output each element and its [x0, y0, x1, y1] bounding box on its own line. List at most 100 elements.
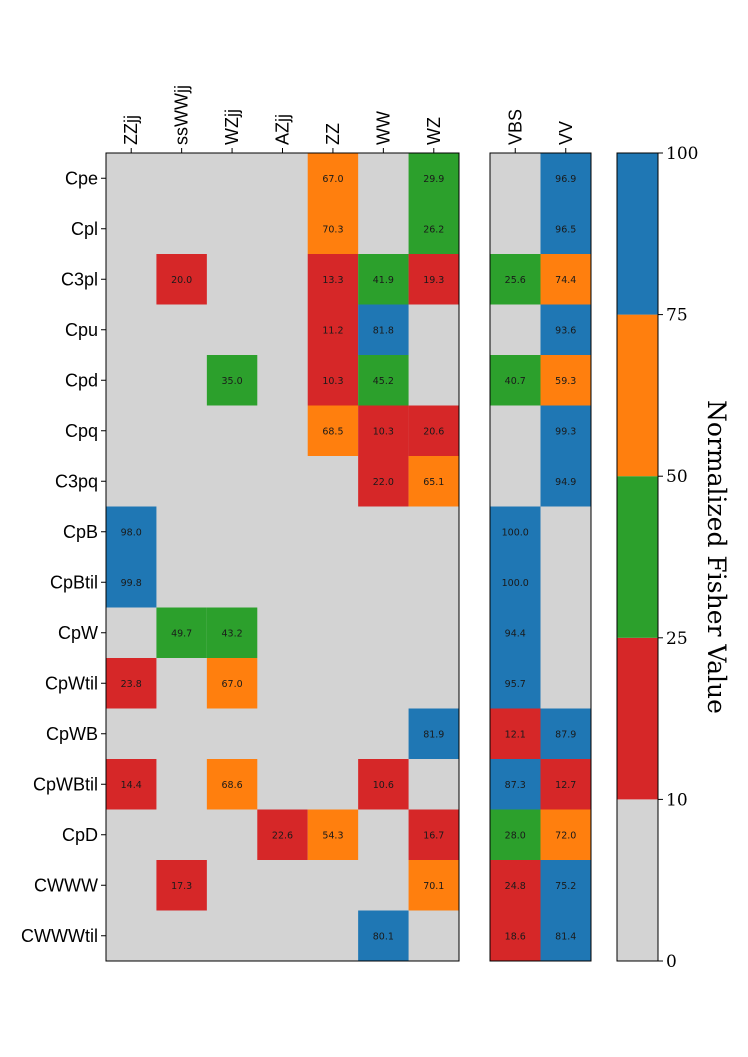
heatmap-cell: [540, 708, 591, 759]
cell-value-label: 35.0: [221, 376, 242, 387]
cell-value-label: 70.3: [322, 224, 343, 235]
cell-value-label: 26.2: [423, 224, 444, 235]
cell-value-label: 23.8: [121, 679, 142, 690]
cell-value-label: 99.3: [555, 426, 576, 437]
heatmap-cell: [490, 254, 541, 305]
cell-value-label: 81.8: [373, 325, 394, 336]
heatmap-cell: [408, 708, 459, 759]
cell-value-label: 12.7: [555, 780, 576, 791]
heatmap-cell: [540, 203, 591, 254]
row-label: CWWW: [34, 875, 98, 895]
cell-value-label: 20.0: [171, 275, 192, 286]
cell-value-label: 81.9: [423, 729, 444, 740]
column-label: ssWWjj: [172, 85, 192, 145]
cell-value-label: 19.3: [423, 275, 444, 286]
summary-heatmap-panel: 96.9 96.5 25.6 74.4 93.6 40.7 59.3 99.3 94.9 100.…: [489, 109, 592, 962]
cell-value-label: 41.9: [373, 275, 394, 286]
cell-value-label: 68.5: [322, 426, 343, 437]
cell-value-label: 70.1: [423, 881, 444, 892]
colorbar-tick-label: 25: [666, 629, 688, 649]
heatmap-cell: [490, 759, 541, 810]
column-label: VV: [556, 121, 576, 145]
heatmap-cell: [408, 405, 459, 456]
heatmap-cell: [540, 759, 591, 810]
cell-value-label: 18.6: [505, 931, 526, 942]
heatmap-cell: [490, 860, 541, 911]
cell-value-label: 10.6: [373, 780, 394, 791]
row-label: Cpq: [65, 421, 98, 441]
colorbar-segment: [617, 637, 658, 800]
row-label: CpWB: [46, 724, 98, 744]
row-label: Cpu: [65, 320, 98, 340]
cell-value-label: 28.0: [505, 830, 526, 841]
heatmap-cell: [408, 860, 459, 911]
cell-value-label: 94.4: [505, 628, 526, 639]
cell-value-label: 25.6: [505, 275, 526, 286]
heatmap-cell: [206, 759, 258, 810]
cell-value-label: 24.8: [505, 881, 526, 892]
column-label: WW: [373, 111, 393, 145]
heatmap-cell: [156, 607, 207, 658]
heatmap-cell: [540, 456, 591, 507]
row-label: C3pl: [61, 269, 98, 289]
cell-value-label: 67.0: [221, 679, 242, 690]
cell-value-label: 96.9: [555, 174, 576, 185]
cell-value-label: 59.3: [555, 376, 576, 387]
row-label: C3pq: [55, 471, 98, 491]
colorbar-segment: [617, 799, 658, 961]
heatmap-cell: [490, 708, 541, 759]
cell-value-label: 13.3: [322, 275, 343, 286]
cell-value-label: 12.1: [505, 729, 526, 740]
heatmap-cell: [540, 254, 591, 305]
heatmap-cell: [358, 355, 409, 406]
heatmap-cell: [540, 860, 591, 911]
cell-value-label: 54.3: [322, 830, 343, 841]
row-label: CpB: [63, 522, 98, 542]
cell-value-label: 75.2: [555, 881, 576, 892]
heatmap-cell: [206, 607, 258, 658]
heatmap-cell: [490, 910, 541, 961]
cell-value-label: 40.7: [505, 376, 526, 387]
heatmap-cell: [106, 557, 157, 608]
heatmap-cell: [408, 203, 459, 254]
cell-value-label: 45.2: [373, 376, 394, 387]
heatmap-cell: [540, 910, 591, 961]
heatmap-cell: [358, 405, 409, 456]
cell-value-label: 22.0: [373, 477, 394, 488]
heatmap-cell: [540, 153, 591, 204]
heatmap-cell: [490, 809, 541, 860]
heatmap-cell: [106, 658, 157, 709]
cell-value-label: 81.4: [555, 931, 576, 942]
colorbar-segment: [617, 476, 658, 638]
colorbar-tick-label: 0: [666, 952, 677, 972]
cell-value-label: 98.0: [121, 527, 142, 538]
heatmap-cell: [540, 809, 591, 860]
row-label: CpWBtil: [33, 774, 98, 794]
colorbar-tick-label: 100: [666, 144, 698, 164]
cell-value-label: 93.6: [555, 325, 576, 336]
cell-value-label: 10.3: [322, 376, 343, 387]
column-label: VBS: [505, 109, 525, 145]
row-label: Cpl: [71, 219, 98, 239]
heatmap-cell: [156, 860, 207, 911]
heatmap-cell: [408, 809, 459, 860]
heatmap-cell: [156, 254, 207, 305]
cell-value-label: 10.3: [373, 426, 394, 437]
row-label: Cpd: [65, 370, 98, 390]
heatmap-cell: [106, 759, 157, 810]
heatmap-cell: [540, 405, 591, 456]
colorbar: 0 10 25 50 75 100 Normalized Fisher Value: [616, 144, 731, 972]
heatmap-cell: [490, 557, 541, 608]
heatmap-cell: [490, 658, 541, 709]
cell-value-label: 20.6: [423, 426, 444, 437]
heatmap-cell: [358, 910, 409, 961]
main-heatmap-panel: 67.0 29.9 70.3 26.2 20.0 13.3 41.9 19.3 11.2 81.8…: [101, 85, 460, 962]
cell-value-label: 17.3: [171, 881, 192, 892]
heatmap-cell: [206, 355, 258, 406]
heatmap-cell: [408, 153, 459, 204]
colorbar-segment: [617, 153, 658, 315]
colorbar-tick-label: 10: [666, 790, 688, 810]
heatmap-cell: [358, 759, 409, 810]
cell-value-label: 95.7: [505, 679, 526, 690]
